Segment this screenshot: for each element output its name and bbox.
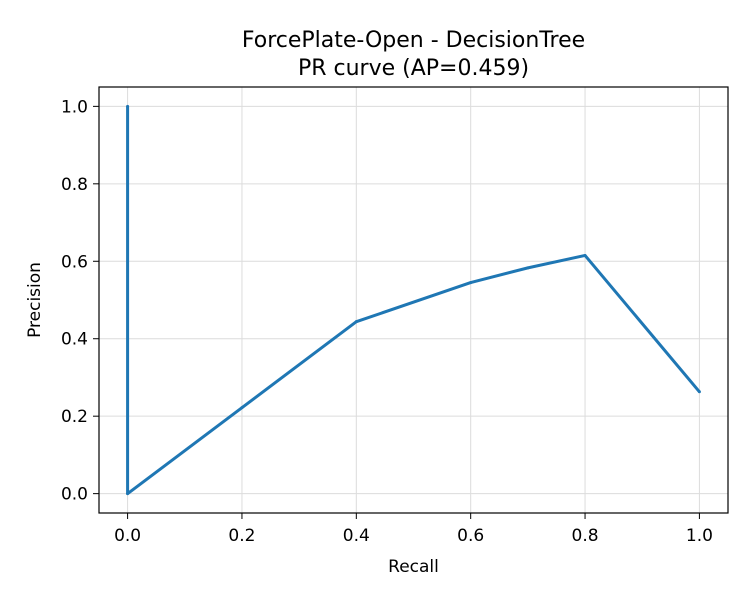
pr-curve-point [697,390,701,394]
y-axis-label: Precision [25,262,45,338]
y-tick-label: 0.6 [61,252,88,272]
x-axis-label: Recall [388,557,439,577]
x-tick-label: 0.8 [572,526,599,546]
pr-curve-point [354,320,358,324]
x-tick-label: 0.4 [343,526,370,546]
pr-curve-point [126,492,130,496]
x-axis-ticks: 0.0 0.2 0.4 0.6 0.8 1.0 [114,513,713,546]
pr-curve-point [583,253,587,257]
chart-title-line-2: PR curve (AP=0.459) [298,56,529,81]
y-tick-label: 0.2 [61,407,88,427]
x-tick-label: 0.6 [457,526,484,546]
chart-title-line-1: ForcePlate-Open - DecisionTree [242,28,585,53]
x-tick-label: 1.0 [686,526,713,546]
y-axis-ticks: 0.0 0.2 0.4 0.6 0.8 1.0 [61,97,99,505]
y-tick-label: 0.4 [61,330,88,350]
y-tick-label: 0.0 [61,485,88,505]
grid-lines [99,87,728,513]
series-layer [126,104,701,496]
pr-curve-point [126,104,130,108]
plot-area-frame [98,86,729,514]
pr-curve-point [240,406,244,410]
y-tick-label: 0.8 [61,175,88,195]
x-tick-label: 0.0 [114,526,141,546]
pr-curve-line [126,106,701,496]
x-tick-label: 0.2 [228,526,255,546]
pr-curve-point [526,266,530,270]
pr-curve-point [469,281,473,285]
y-tick-label: 1.0 [61,97,88,117]
